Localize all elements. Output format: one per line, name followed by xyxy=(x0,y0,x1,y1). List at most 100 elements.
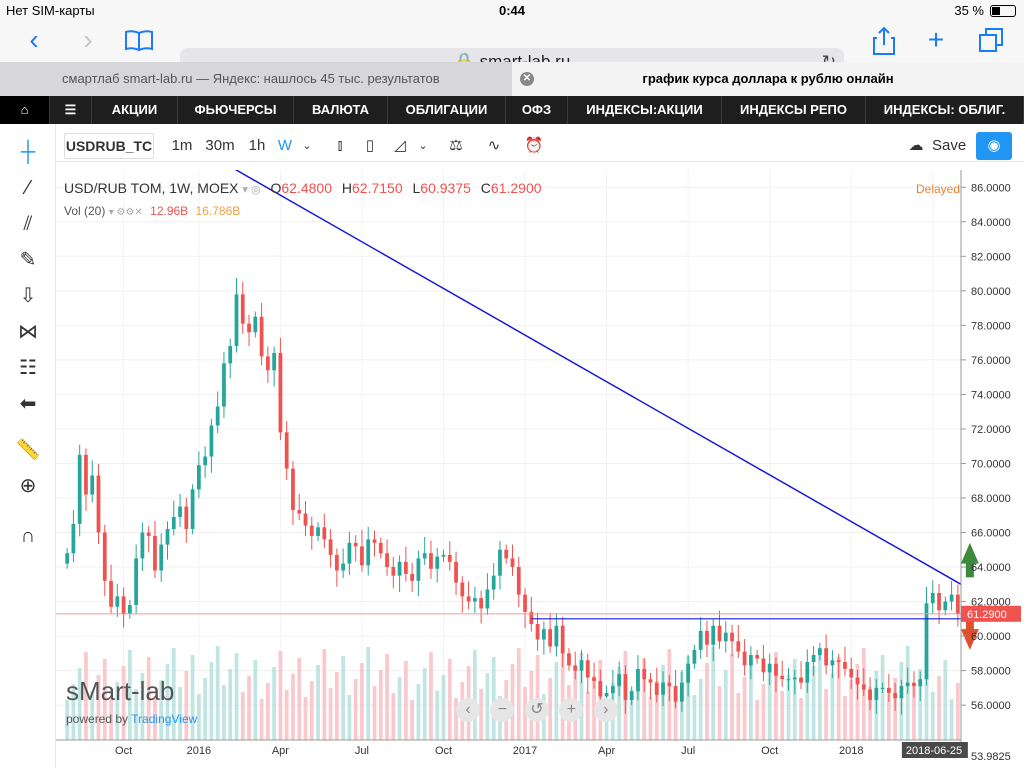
volume-bar xyxy=(868,687,872,740)
candle-body xyxy=(930,592,935,604)
alert-icon[interactable]: ⏰ xyxy=(524,137,544,154)
brush-icon[interactable]: ✎ xyxy=(19,249,37,271)
tabs-icon[interactable] xyxy=(978,27,1006,60)
candle-body xyxy=(209,425,214,457)
last-price-text: 61.2900 xyxy=(967,609,1007,621)
hamburger-icon[interactable]: ☰ xyxy=(50,96,92,124)
candle-body xyxy=(284,432,289,469)
save-button[interactable]: Save xyxy=(932,137,967,154)
vol-settings-icon[interactable]: ▾ ⚙⚙✕ xyxy=(108,207,143,218)
trendline-icon[interactable]: ⁄ xyxy=(26,177,30,199)
menu-item-currency[interactable]: ВАЛЮТА xyxy=(294,96,388,124)
menu-item-futures[interactable]: ФЬЮЧЕРСЫ xyxy=(178,96,294,124)
bookmarks-icon[interactable] xyxy=(124,28,154,52)
candle-body xyxy=(146,532,151,536)
battery-percent: 35 % xyxy=(954,3,984,18)
scroll-right-icon[interactable]: › xyxy=(593,698,618,722)
fib-icon[interactable]: ⫽ xyxy=(23,213,33,235)
candles-icon[interactable]: ▯ xyxy=(365,137,375,154)
volume-bar xyxy=(937,676,941,740)
volume-bar xyxy=(560,646,565,740)
reset-icon[interactable]: ↺ xyxy=(524,698,549,722)
candle-body xyxy=(447,554,452,562)
ruler-icon[interactable]: 📏 xyxy=(15,439,41,461)
watermark-tv[interactable]: TradingView xyxy=(131,712,198,726)
candle-body xyxy=(830,660,835,666)
candle-body xyxy=(121,596,126,614)
pattern-icon[interactable]: ⋈ xyxy=(18,321,38,343)
volume-bar xyxy=(65,700,70,740)
volume-bar xyxy=(90,691,95,740)
chart-background xyxy=(56,170,1024,768)
menu-item-indices-repo[interactable]: ИНДЕКСЫ РЕПО xyxy=(722,96,866,124)
crosshair-icon[interactable]: ┼ xyxy=(20,141,36,163)
candle-body xyxy=(441,554,446,557)
y-tick-label: 72.0000 xyxy=(971,424,1011,436)
interval-w[interactable]: W xyxy=(277,137,293,154)
magnet-icon[interactable]: ∩ xyxy=(20,525,36,547)
candle-body xyxy=(617,674,622,687)
tab-yandex[interactable]: смартлаб smart-lab.ru — Яндекс: нашлось … xyxy=(62,71,440,86)
compare-icon[interactable]: ⚖ xyxy=(449,137,463,154)
close-tab-icon[interactable]: ✕ xyxy=(520,72,534,86)
new-tab-icon[interactable]: + xyxy=(927,24,945,55)
candle-body xyxy=(65,553,70,564)
browser-toolbar: ‹ › 🔒 smart-lab.ru ↻ + xyxy=(0,22,1024,76)
legend-dropdown-icon[interactable]: ▾ ◎ xyxy=(242,184,261,196)
scroll-left-icon[interactable]: ‹ xyxy=(456,698,480,722)
y-tick-label: 78.0000 xyxy=(971,320,1011,332)
candle-body xyxy=(629,691,634,700)
price-chart[interactable]: 86.0000 84.0000 82.0000 80.0000 78.0000 76.00… xyxy=(56,165,1024,768)
candle-body xyxy=(454,561,458,583)
interval-dropdown-icon[interactable]: ⌄ xyxy=(302,140,312,152)
share-icon[interactable] xyxy=(872,26,896,61)
legend-row: USD/RUB TOM, 1W, MOEX ▾ ◎ O62.4800 H62.7… xyxy=(64,180,542,196)
candle-body xyxy=(843,661,847,669)
volume-bar xyxy=(786,675,791,740)
candle-body xyxy=(71,523,76,554)
candle-body xyxy=(341,563,346,571)
back-icon[interactable]: ‹ xyxy=(29,24,39,55)
zoom-out-icon[interactable]: − xyxy=(490,698,515,722)
zoom-in-icon[interactable]: + xyxy=(559,698,584,722)
candle-body xyxy=(165,529,170,545)
candle-body xyxy=(466,596,471,602)
cloud-icon[interactable]: ☁ xyxy=(908,137,924,154)
arrow-down-icon[interactable]: ⇩ xyxy=(19,285,37,307)
y-bottom-label: 53.9825 xyxy=(971,751,1011,763)
interval-1m[interactable]: 1m xyxy=(171,137,193,154)
volume-bar xyxy=(240,692,245,740)
candle-body xyxy=(642,668,647,680)
candle-body xyxy=(472,598,477,602)
menu-item-indices-shares[interactable]: ИНДЕКСЫ:АКЦИИ xyxy=(568,96,722,124)
home-icon[interactable]: ⌂ xyxy=(0,96,50,124)
volume-bar xyxy=(322,649,327,740)
prediction-icon[interactable]: ☷ xyxy=(19,357,37,379)
style-dropdown-icon[interactable]: ⌄ xyxy=(418,140,428,152)
candle-body xyxy=(259,316,264,357)
menu-item-ofz[interactable]: ОФЗ xyxy=(506,96,568,124)
back-arrow-icon[interactable]: ⬅ xyxy=(19,393,37,415)
area-icon[interactable]: ◿ xyxy=(394,137,406,154)
menu-item-indices-bonds[interactable]: ИНДЕКСЫ: ОБЛИГ. xyxy=(866,96,1024,124)
volume-bar xyxy=(247,676,251,740)
forward-icon[interactable]: › xyxy=(83,24,93,55)
candle-body xyxy=(435,556,440,569)
zoom-icon[interactable]: ⊕ xyxy=(19,475,37,497)
candle-body xyxy=(874,687,879,700)
tab-active[interactable]: ✕ график курса доллара к рублю онлайн xyxy=(512,62,1024,96)
bars-icon[interactable]: ⫾ xyxy=(337,137,343,154)
chart-area[interactable]: 86.0000 84.0000 82.0000 80.0000 78.0000 76.00… xyxy=(56,165,1024,768)
volume-bar xyxy=(429,652,433,740)
menu-item-shares[interactable]: АКЦИИ xyxy=(92,96,178,124)
candle-body xyxy=(190,489,195,530)
candle-body xyxy=(792,677,797,680)
menu-item-bonds[interactable]: ОБЛИГАЦИИ xyxy=(388,96,506,124)
down-arrow-icon xyxy=(960,615,979,650)
camera-icon[interactable]: ◉ xyxy=(976,132,1012,160)
interval-1h[interactable]: 1h xyxy=(248,137,266,154)
volume-bar xyxy=(579,653,584,740)
indicators-icon[interactable]: ∿ xyxy=(487,137,501,154)
symbol-input[interactable]: USDRUB_TC xyxy=(64,133,154,159)
interval-30m[interactable]: 30m xyxy=(205,137,235,154)
